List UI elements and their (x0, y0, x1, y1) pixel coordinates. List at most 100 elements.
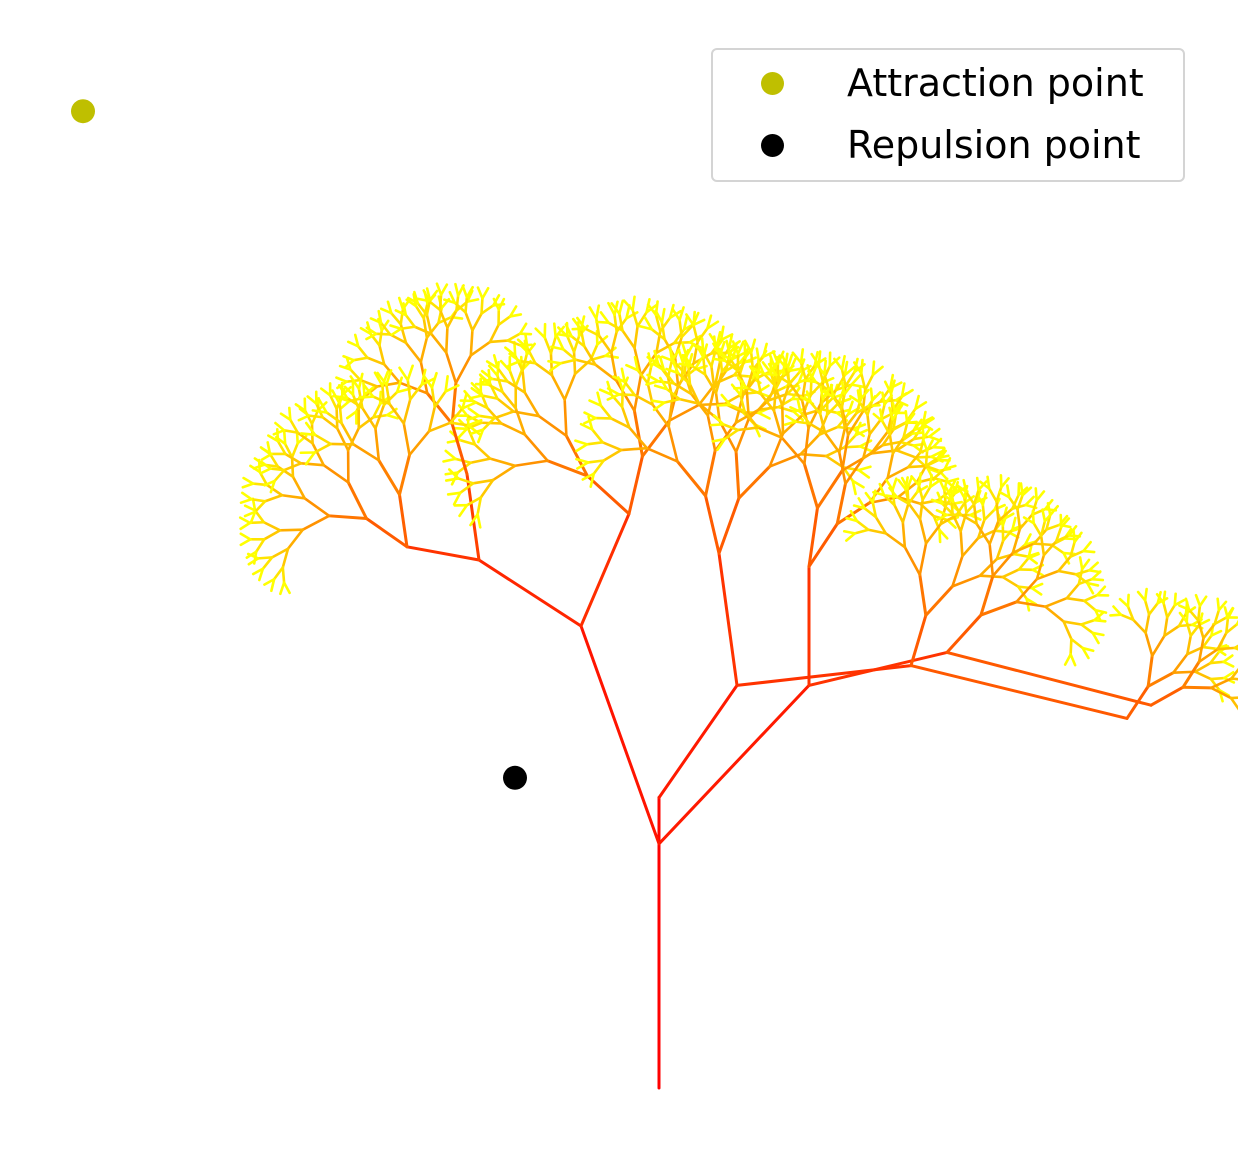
crown-branch (706, 314, 713, 330)
crown-branch (454, 354, 473, 385)
crown-branch (1186, 634, 1193, 656)
crown-branch (446, 309, 458, 329)
crown-branch (576, 461, 590, 470)
crown-branch (487, 364, 499, 377)
crown-branch (783, 420, 797, 426)
crown-branch (829, 383, 835, 399)
crown-branch (657, 379, 676, 385)
crown-branch (650, 399, 666, 404)
crown-branch (700, 337, 705, 354)
crown-branch (777, 397, 794, 409)
crown-branch (711, 437, 727, 443)
crown-branch (599, 311, 610, 325)
crown-branch (1126, 605, 1135, 622)
crown-branch (688, 382, 701, 405)
crown-branch (975, 476, 980, 492)
crown-branch (1069, 549, 1085, 558)
crown-branch (1012, 552, 1030, 558)
crown-branch (857, 468, 871, 479)
crown-branch (251, 567, 265, 576)
crown-branch (916, 485, 929, 494)
crown-branch (846, 400, 854, 416)
crown-branch (1035, 569, 1060, 581)
crown-branch (332, 394, 349, 400)
crown-branch (907, 464, 928, 469)
crown-branch (991, 551, 1015, 578)
crown-branch (239, 497, 253, 504)
crown-branch (935, 509, 949, 517)
crown-branch (543, 336, 553, 355)
crown-branch (631, 295, 636, 312)
crown-branch (761, 361, 772, 374)
crown-branch (585, 440, 604, 446)
crown-branch (552, 322, 557, 339)
crown-branch (1144, 613, 1151, 635)
crown-branch (810, 352, 821, 367)
crown-branch (903, 545, 922, 577)
crown-branch (1011, 527, 1022, 554)
crown-branch (678, 397, 701, 405)
crown-branch (516, 338, 529, 350)
crown-branch (633, 346, 643, 377)
crown-branch (422, 289, 431, 303)
crown-branch (1035, 553, 1046, 581)
crown-branch (550, 373, 566, 401)
crown-branch (728, 403, 746, 413)
crown-branch (784, 365, 792, 385)
crown-branch (1045, 523, 1061, 531)
crown-branch (240, 491, 253, 501)
crown-branch (282, 581, 291, 595)
crown-branch (1010, 493, 1020, 511)
crown-branch (428, 289, 439, 302)
crown-branch (1193, 661, 1212, 674)
crown-branch (579, 422, 594, 431)
crown-branch (888, 417, 894, 436)
crown-branch (651, 362, 666, 372)
crown-branch (321, 415, 339, 430)
crown-branch (346, 426, 361, 452)
crown-branch (260, 447, 273, 456)
legend-label-repulsion: Repulsion point (847, 123, 1141, 167)
crown-branch (639, 351, 658, 377)
crown-branch (840, 354, 846, 371)
crown-branch (1011, 516, 1017, 531)
crown-branch (701, 356, 707, 376)
main-branch (945, 650, 1153, 707)
crown-branch (416, 302, 429, 317)
crown-branch (501, 390, 518, 410)
crown-branch (1094, 608, 1102, 622)
crown-branch (456, 427, 469, 440)
crown-branch (379, 321, 392, 336)
crown-branch (470, 381, 483, 394)
crown-branch (957, 486, 966, 499)
crown-branch (623, 380, 636, 397)
crown-branch (253, 499, 267, 514)
crown-branch (678, 318, 684, 339)
crown-branch (466, 414, 481, 422)
crown-branch (835, 482, 847, 526)
crown-branch (687, 365, 692, 386)
crown-branch (917, 483, 924, 502)
crown-branch (843, 365, 856, 377)
crown-branch (1172, 652, 1189, 674)
crown-branch (617, 393, 636, 397)
crown-branch (622, 299, 634, 312)
crown-branch (372, 402, 382, 419)
crown-branch (680, 323, 695, 339)
crown-branch (1007, 495, 1019, 511)
crown-branch (464, 311, 474, 332)
crown-branch (706, 414, 717, 453)
crown-branch (1213, 616, 1228, 626)
crown-branch (959, 513, 978, 525)
crown-branch (1093, 611, 1105, 622)
crown-branch (660, 307, 666, 324)
main-branch (405, 545, 481, 562)
crown-branch (480, 394, 499, 400)
crown-branch (976, 493, 985, 507)
crown-branch (282, 428, 300, 434)
crown-branch (1216, 631, 1228, 651)
crown-branch (823, 431, 841, 454)
crown-branch (262, 529, 282, 541)
crown-branch (438, 308, 449, 329)
crown-branch (479, 478, 495, 499)
